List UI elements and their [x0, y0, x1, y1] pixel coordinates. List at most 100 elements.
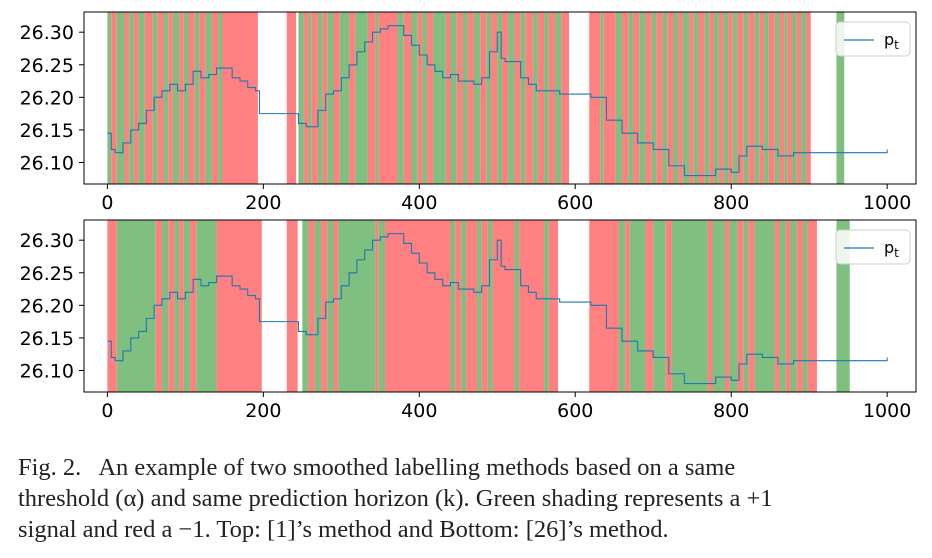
x-tick-label: 0: [101, 400, 113, 422]
green-signal-band: [308, 12, 312, 184]
red-signal-band: [632, 12, 640, 184]
red-signal-band: [308, 220, 315, 392]
red-signal-band: [796, 220, 803, 392]
green-signal-band: [790, 220, 797, 392]
red-signal-band: [168, 220, 175, 392]
green-signal-band: [116, 220, 156, 392]
legend-box: [835, 229, 911, 265]
red-signal-band: [403, 12, 412, 184]
signal-shading: [107, 12, 845, 184]
y-tick-label: 26.10: [20, 361, 74, 383]
red-signal-band: [286, 220, 298, 392]
red-signal-band: [698, 12, 705, 184]
green-signal-band: [497, 12, 502, 184]
green-signal-band: [327, 220, 334, 392]
green-signal-band: [712, 220, 725, 392]
red-signal-band: [748, 12, 755, 184]
x-tick-label: 200: [245, 400, 281, 422]
red-signal-band: [707, 220, 713, 392]
green-signal-band: [397, 12, 404, 184]
red-signal-band: [427, 12, 434, 184]
y-tick-label: 26.30: [20, 230, 74, 252]
red-signal-band: [737, 220, 744, 392]
green-signal-band: [302, 220, 309, 392]
legend-label: pt: [884, 238, 899, 260]
red-signal-band: [188, 12, 195, 184]
x-tick-label: 1000: [863, 400, 911, 422]
green-signal-band: [732, 12, 738, 184]
red-signal-band: [199, 12, 206, 184]
red-signal-band: [548, 12, 555, 184]
green-signal-band: [161, 220, 169, 392]
green-signal-band: [196, 220, 217, 392]
green-signal-band: [618, 220, 626, 392]
red-signal-band: [519, 220, 545, 392]
green-signal-band: [487, 220, 493, 392]
green-signal-band: [704, 12, 710, 184]
caption-line-3: signal and red a −1. Top: [1]’s method a…: [18, 516, 669, 543]
green-signal-band: [784, 12, 788, 184]
green-signal-band: [520, 12, 526, 184]
green-signal-band: [600, 12, 604, 184]
red-signal-band: [774, 220, 780, 392]
red-signal-band: [144, 12, 153, 184]
red-signal-band: [645, 220, 654, 392]
red-signal-band: [514, 12, 521, 184]
red-signal-band: [603, 12, 616, 184]
red-signal-band: [787, 12, 793, 184]
red-signal-band: [107, 220, 117, 392]
green-signal-band: [628, 12, 633, 184]
red-signal-band: [333, 220, 339, 392]
green-signal-band: [802, 220, 808, 392]
red-signal-band: [625, 220, 630, 392]
green-signal-band: [172, 12, 180, 184]
red-signal-band: [796, 12, 802, 184]
red-signal-band: [321, 220, 328, 392]
green-signal-band: [629, 220, 646, 392]
red-signal-band: [179, 12, 184, 184]
green-signal-band: [205, 12, 212, 184]
green-signal-band: [662, 12, 668, 184]
red-signal-band: [779, 12, 785, 184]
red-signal-band: [384, 220, 451, 392]
red-signal-band: [785, 220, 791, 392]
green-signal-band: [651, 12, 657, 184]
price-series-line: [107, 233, 888, 385]
green-signal-band: [682, 12, 690, 184]
top-chart: 0 200 400 600 800 1000 26.10 26.15 26.20 26.25 26.…: [20, 11, 917, 214]
red-signal-band: [190, 220, 197, 392]
red-signal-band: [768, 12, 775, 184]
green-signal-band: [801, 12, 807, 184]
y-tick-label: 26.15: [20, 328, 74, 350]
red-signal-band: [525, 12, 534, 184]
green-signal-band: [327, 12, 334, 184]
red-signal-band: [378, 12, 398, 184]
red-signal-band: [455, 220, 462, 392]
red-signal-band: [645, 12, 652, 184]
x-tick-label: 200: [245, 192, 281, 214]
red-signal-band: [456, 12, 463, 184]
green-signal-band: [653, 220, 666, 392]
red-signal-band: [748, 220, 755, 392]
green-signal-band: [298, 12, 304, 184]
green-signal-band: [461, 220, 467, 392]
figure-caption: Fig. 2. An example of two smoothed label…: [18, 452, 916, 545]
red-signal-band: [333, 12, 340, 184]
green-signal-band: [554, 12, 562, 184]
red-signal-band: [737, 12, 744, 184]
green-signal-band: [476, 220, 482, 392]
green-signal-band: [615, 12, 623, 184]
green-signal-band: [355, 12, 368, 184]
red-signal-band: [367, 12, 376, 184]
green-signal-band: [411, 12, 418, 184]
top-chart-panel: 0 200 400 600 800 1000 26.10 26.15 26.20 26.25 26.…: [0, 4, 932, 214]
y-tick-label: 26.15: [20, 120, 74, 142]
red-signal-band: [445, 12, 451, 184]
green-signal-band: [754, 12, 760, 184]
green-signal-band: [218, 12, 223, 184]
red-signal-band: [709, 12, 715, 184]
green-signal-band: [723, 12, 729, 184]
green-signal-band: [422, 12, 428, 184]
plot-frame: [83, 11, 917, 185]
red-signal-band: [124, 12, 130, 184]
